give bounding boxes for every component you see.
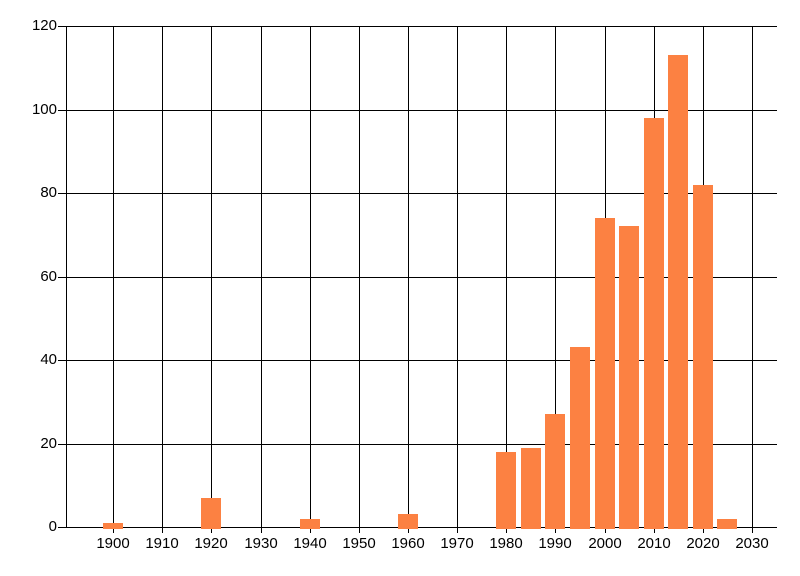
x-tick-label: 2000 [588,535,622,552]
x-gridline [359,26,360,533]
y-tick-label: 20 [40,435,57,452]
y-gridline [58,360,777,361]
x-tick-label: 1940 [293,535,327,552]
x-gridline [261,26,262,533]
y-tick-label: 40 [40,351,57,368]
y-tick-label: 0 [48,518,57,535]
x-tick-label: 1900 [96,535,130,552]
y-tick-label: 100 [31,101,57,118]
y-gridline [58,26,777,27]
x-tick-label: 1950 [342,535,376,552]
y-tick-label: 80 [40,184,57,201]
bar-2000 [595,218,615,529]
y-tick-label: 60 [40,268,57,285]
bar-1940 [300,519,320,529]
x-gridline [555,26,556,533]
bar-2010 [644,118,664,529]
bar-2020 [693,185,713,529]
y-tick-label: 120 [31,17,57,34]
bar-1960 [398,514,418,529]
y-gridline [58,444,777,445]
y-gridline [58,193,777,194]
x-gridline [162,26,163,533]
y-gridline [58,277,777,278]
x-gridline [506,26,507,533]
y-gridline [58,110,777,111]
y-axis-line [66,26,67,527]
bar-1920 [201,498,221,529]
x-tick-label: 1970 [440,535,474,552]
bar-1995 [570,347,590,529]
x-tick-label: 2030 [735,535,769,552]
bar-2015 [668,55,688,529]
x-tick-label: 2020 [686,535,720,552]
bar-1985 [521,448,541,529]
bar-2005 [619,226,639,529]
bar-2025 [717,519,737,529]
x-tick-label: 1980 [489,535,523,552]
x-tick-label: 1920 [194,535,228,552]
x-gridline [752,26,753,533]
x-gridline [408,26,409,533]
x-gridline [211,26,212,533]
x-gridline [310,26,311,533]
x-tick-label: 2010 [637,535,671,552]
x-tick-label: 1910 [145,535,179,552]
bar-1980 [496,452,516,529]
x-tick-label: 1930 [244,535,278,552]
x-gridline [113,26,114,533]
bar-1900 [103,523,123,529]
x-tick-label: 1990 [538,535,572,552]
bar-1990 [545,414,565,529]
x-gridline [457,26,458,533]
x-tick-label: 1960 [391,535,425,552]
